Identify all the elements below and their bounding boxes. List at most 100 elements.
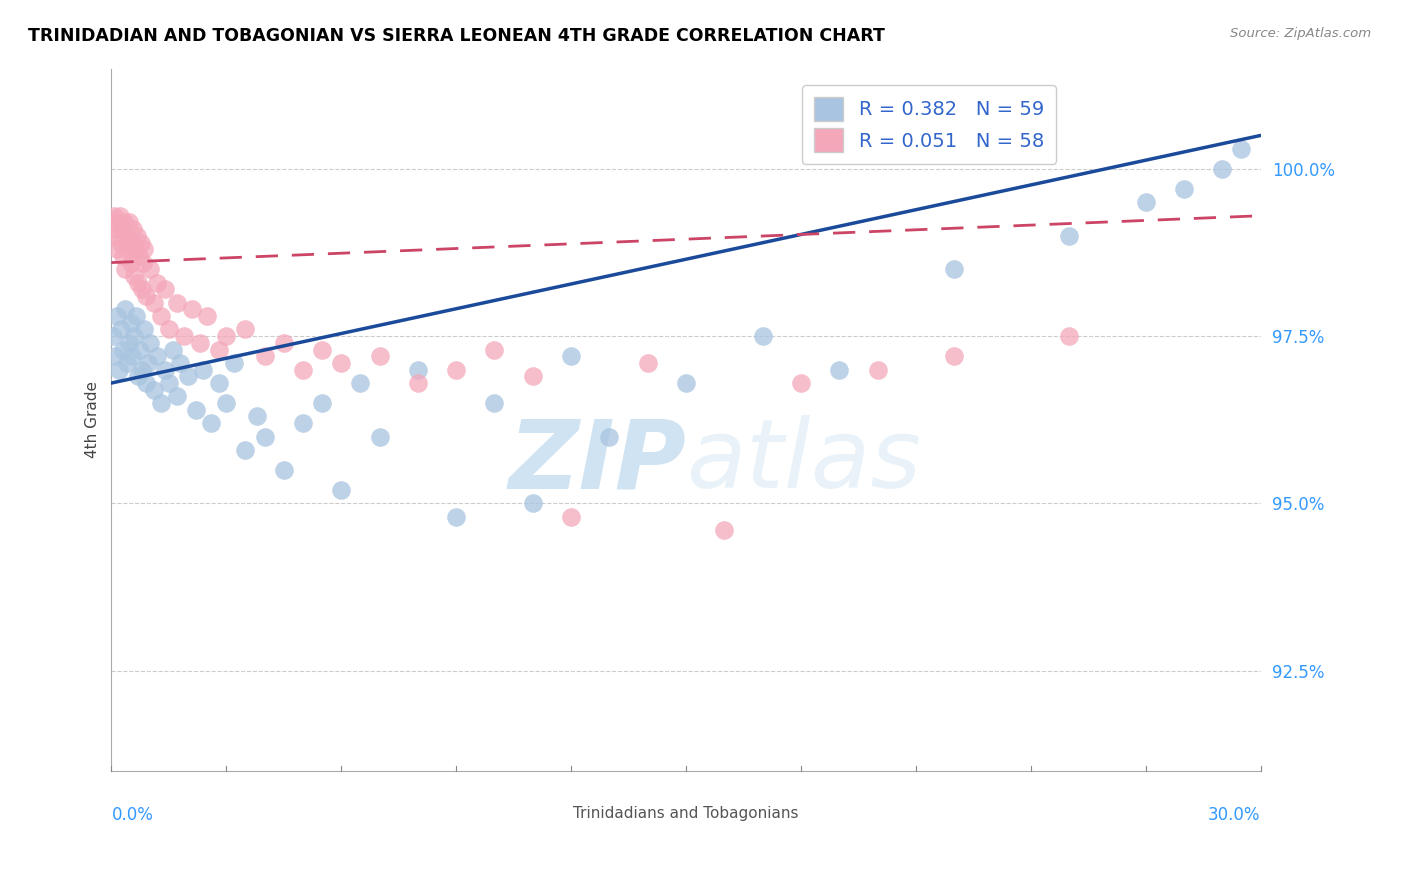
Point: [105, 309, 128, 323]
Point: [406, 362, 429, 376]
Point: [1135, 195, 1157, 210]
Point: [208, 376, 231, 390]
Point: [131, 282, 153, 296]
Point: [127, 369, 149, 384]
Point: [111, 222, 134, 236]
Point: [114, 262, 136, 277]
Point: [215, 329, 238, 343]
Point: [253, 349, 276, 363]
Point: [121, 235, 143, 250]
Point: [115, 228, 138, 243]
Point: [169, 356, 191, 370]
Point: [330, 356, 353, 370]
Point: [273, 463, 295, 477]
Point: [138, 262, 160, 277]
Point: [127, 276, 149, 290]
Text: atlas: atlas: [686, 416, 921, 508]
Point: [522, 369, 544, 384]
Point: [142, 295, 165, 310]
Point: [124, 268, 146, 283]
Point: [291, 362, 314, 376]
Text: Source: ZipAtlas.com: Source: ZipAtlas.com: [1230, 27, 1371, 40]
Point: [108, 362, 131, 376]
Point: [135, 376, 157, 390]
Point: [125, 309, 148, 323]
Point: [184, 402, 207, 417]
Point: [166, 295, 188, 310]
Point: [136, 356, 159, 370]
Point: [173, 329, 195, 343]
Text: ZIP: ZIP: [508, 416, 686, 508]
Point: [208, 343, 231, 357]
Text: 0.0%: 0.0%: [111, 806, 153, 824]
Point: [108, 209, 131, 223]
Point: [124, 242, 146, 256]
Point: [222, 356, 245, 370]
Point: [150, 309, 173, 323]
Point: [115, 356, 138, 370]
Point: [215, 396, 238, 410]
Point: [111, 249, 134, 263]
Point: [129, 235, 152, 250]
Point: [349, 376, 371, 390]
Point: [560, 349, 582, 363]
Point: [103, 329, 125, 343]
Point: [484, 343, 506, 357]
Point: [200, 416, 222, 430]
Point: [118, 335, 141, 350]
Point: [153, 362, 176, 376]
Point: [188, 335, 211, 350]
Point: [166, 389, 188, 403]
Point: [128, 249, 150, 263]
Point: [751, 329, 773, 343]
Text: TRINIDADIAN AND TOBAGONIAN VS SIERRA LEONEAN 4TH GRADE CORRELATION CHART: TRINIDADIAN AND TOBAGONIAN VS SIERRA LEO…: [28, 27, 884, 45]
Point: [235, 322, 257, 336]
Point: [112, 215, 135, 229]
Point: [195, 309, 218, 323]
Point: [146, 349, 169, 363]
Point: [150, 396, 173, 410]
Point: [235, 442, 257, 457]
Point: [522, 496, 544, 510]
Point: [129, 343, 152, 357]
Point: [132, 322, 155, 336]
Point: [311, 343, 333, 357]
Point: [142, 383, 165, 397]
Point: [675, 376, 697, 390]
Point: [368, 429, 391, 443]
Point: [103, 222, 125, 236]
Point: [157, 376, 180, 390]
Point: [1173, 182, 1195, 196]
Point: [444, 509, 467, 524]
Text: Trinidadians and Tobagonians: Trinidadians and Tobagonians: [574, 806, 799, 822]
Text: 30.0%: 30.0%: [1208, 806, 1261, 824]
Point: [330, 483, 353, 497]
Point: [105, 215, 128, 229]
Point: [484, 396, 506, 410]
Point: [134, 242, 156, 256]
Point: [111, 343, 134, 357]
Point: [598, 429, 620, 443]
Y-axis label: 4th Grade: 4th Grade: [86, 381, 100, 458]
Point: [444, 362, 467, 376]
Point: [114, 302, 136, 317]
Point: [157, 322, 180, 336]
Point: [253, 429, 276, 443]
Point: [132, 255, 155, 269]
Point: [943, 349, 966, 363]
Point: [1211, 161, 1233, 176]
Point: [125, 228, 148, 243]
Point: [177, 369, 200, 384]
Point: [180, 302, 202, 317]
Point: [121, 349, 143, 363]
Point: [153, 282, 176, 296]
Point: [311, 396, 333, 410]
Point: [273, 335, 295, 350]
Point: [1057, 329, 1080, 343]
Point: [105, 242, 128, 256]
Point: [193, 362, 215, 376]
Point: [291, 416, 314, 430]
Point: [135, 289, 157, 303]
Point: [368, 349, 391, 363]
Point: [138, 335, 160, 350]
